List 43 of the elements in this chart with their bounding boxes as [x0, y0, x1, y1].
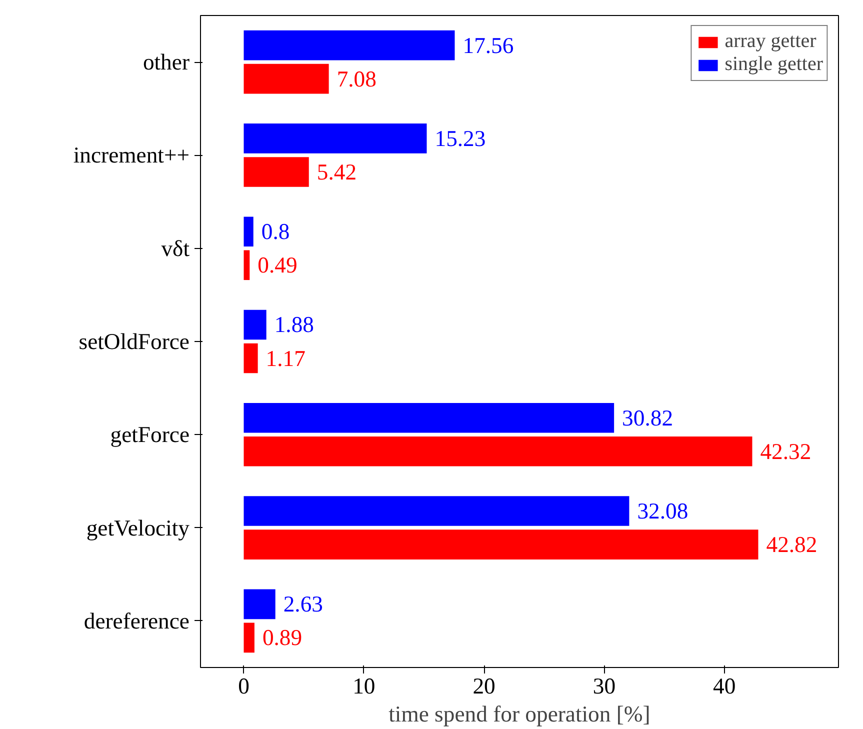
bar [244, 30, 455, 60]
data-label: 32.08 [637, 498, 688, 524]
bar [244, 436, 752, 466]
x-axis-title: time spend for operation [%] [388, 702, 650, 726]
data-label: 7.08 [336, 66, 376, 92]
bar [244, 64, 329, 94]
y-tick-label: vδt [161, 236, 190, 261]
bar [244, 124, 427, 154]
bar [244, 496, 630, 526]
bar [244, 402, 614, 433]
bar [244, 157, 309, 187]
y-tick-label: dereference [84, 608, 190, 634]
data-label: 15.23 [434, 126, 486, 151]
legend-label: single getter [724, 53, 823, 76]
y-tick-label: other [142, 50, 190, 75]
x-tick-label: 0 [238, 674, 250, 698]
bar [244, 216, 254, 246]
data-label: 42.32 [760, 438, 812, 464]
x-tick-label: 20 [472, 674, 496, 698]
data-label: 1.17 [266, 346, 306, 371]
data-label: 0.49 [258, 252, 298, 278]
data-label: 17.56 [462, 32, 514, 58]
x-tick-label: 40 [713, 674, 736, 698]
bar [244, 622, 254, 653]
y-tick-label: increment++ [73, 142, 190, 168]
bar [244, 530, 758, 560]
data-label: 2.63 [283, 592, 324, 617]
bar [244, 250, 250, 280]
legend-label: array getter [724, 30, 816, 53]
bar [244, 589, 276, 620]
data-label: 42.82 [766, 532, 818, 558]
data-label: 5.42 [316, 159, 357, 184]
y-tick-label: getForce [110, 422, 190, 448]
data-label: 30.82 [622, 405, 674, 430]
y-tick-label: getVelocity [86, 515, 190, 540]
data-label: 0.89 [262, 625, 302, 650]
bar [244, 343, 258, 374]
x-tick-label: 10 [352, 674, 376, 698]
x-tick-label: 30 [592, 674, 616, 698]
data-label: 0.8 [261, 219, 290, 244]
data-label: 1.88 [274, 312, 314, 338]
y-tick-label: setOldForce [78, 329, 190, 354]
bar [244, 310, 266, 340]
